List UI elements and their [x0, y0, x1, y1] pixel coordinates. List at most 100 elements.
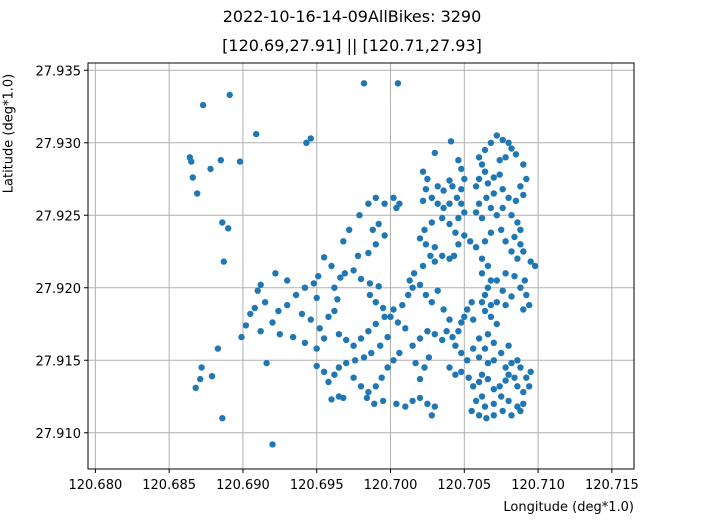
- data-point: [431, 258, 438, 265]
- data-point: [416, 281, 424, 288]
- data-point: [369, 226, 376, 233]
- plot-frame: [87, 62, 635, 470]
- data-point: [416, 375, 424, 383]
- data-point: [508, 293, 515, 300]
- data-point: [458, 349, 465, 357]
- data-point: [307, 316, 314, 323]
- data-point: [481, 403, 489, 410]
- data-point: [219, 219, 226, 226]
- data-point: [453, 194, 461, 201]
- data-point: [366, 280, 374, 287]
- data-point: [531, 262, 539, 270]
- data-point: [499, 136, 506, 144]
- data-point: [446, 177, 453, 184]
- data-point: [377, 342, 384, 349]
- data-point: [508, 412, 515, 419]
- data-point: [375, 283, 382, 290]
- data-point: [472, 397, 480, 405]
- data-point: [402, 403, 409, 410]
- data-point: [517, 407, 524, 415]
- data-point: [341, 270, 348, 277]
- data-point: [447, 138, 455, 145]
- x-tick-label: 120.690: [216, 478, 270, 493]
- data-point: [449, 333, 456, 341]
- data-point: [434, 287, 441, 294]
- data-point: [499, 186, 506, 193]
- data-point: [394, 319, 402, 326]
- data-point: [490, 386, 497, 393]
- x-axis-label: Longitude (deg*1.0): [503, 500, 634, 515]
- x-tick-label: 120.700: [364, 478, 418, 493]
- data-point: [194, 190, 201, 197]
- data-point: [514, 255, 521, 262]
- data-point: [313, 345, 320, 352]
- data-point: [298, 310, 306, 318]
- data-point: [481, 291, 489, 299]
- data-point: [257, 328, 264, 335]
- data-point: [452, 371, 459, 378]
- data-point: [505, 194, 512, 201]
- data-point: [505, 371, 512, 378]
- data-point: [499, 407, 506, 415]
- data-point: [350, 342, 357, 349]
- data-point: [357, 335, 365, 342]
- y-tick-label: 27.935: [36, 64, 82, 79]
- data-point: [328, 262, 335, 270]
- data-point: [511, 374, 518, 381]
- data-point: [340, 394, 347, 402]
- data-point: [428, 194, 435, 201]
- data-point: [217, 157, 224, 164]
- data-point: [360, 354, 368, 361]
- data-point: [269, 319, 276, 326]
- data-point: [189, 174, 196, 181]
- data-point: [464, 306, 471, 313]
- data-point: [487, 277, 495, 284]
- data-point: [409, 342, 416, 349]
- data-point: [461, 313, 468, 320]
- data-point: [481, 168, 489, 175]
- data-point: [381, 232, 388, 239]
- data-point: [354, 252, 362, 259]
- data-point: [508, 359, 515, 367]
- data-point: [520, 161, 527, 168]
- data-point: [490, 400, 497, 407]
- data-point: [419, 197, 427, 204]
- data-point: [478, 393, 486, 400]
- data-point: [440, 306, 447, 313]
- data-point: [428, 219, 435, 226]
- data-point: [484, 331, 492, 338]
- data-point: [365, 328, 372, 335]
- data-point: [238, 333, 245, 341]
- data-point: [220, 258, 227, 265]
- data-point: [247, 310, 254, 318]
- data-point: [416, 335, 424, 342]
- data-point: [284, 301, 291, 309]
- data-point: [452, 229, 459, 236]
- data-point: [431, 244, 438, 251]
- data-point: [490, 357, 497, 364]
- data-point: [357, 383, 365, 390]
- data-point: [371, 400, 378, 407]
- data-point: [502, 270, 509, 277]
- data-point: [475, 200, 483, 207]
- data-point: [424, 175, 431, 183]
- data-point: [470, 316, 477, 323]
- data-point: [394, 80, 402, 87]
- data-point: [483, 194, 490, 201]
- data-point: [390, 357, 397, 364]
- data-point: [526, 383, 533, 390]
- data-point: [236, 158, 244, 165]
- data-point: [455, 241, 462, 248]
- data-point: [452, 342, 459, 349]
- data-point: [475, 175, 483, 183]
- data-point: [458, 200, 465, 207]
- data-point: [498, 349, 505, 357]
- data-point: [472, 209, 480, 216]
- data-point: [431, 403, 438, 410]
- data-point: [475, 335, 483, 342]
- data-point: [393, 400, 400, 407]
- data-point: [484, 375, 492, 383]
- data-point: [521, 277, 528, 284]
- x-tick-label: 120.705: [437, 478, 491, 493]
- data-point: [419, 262, 427, 270]
